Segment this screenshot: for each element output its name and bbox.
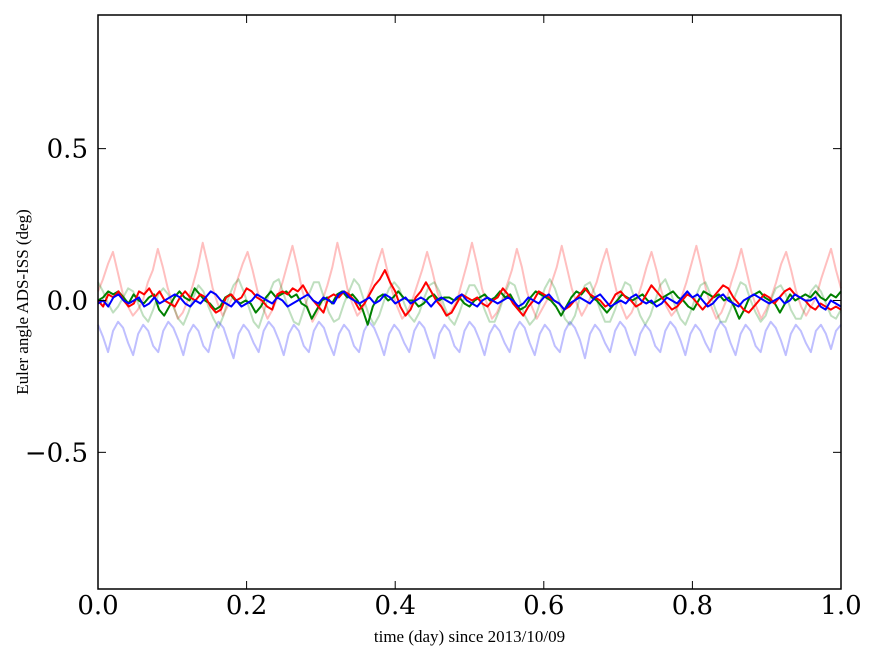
x-axis-label: time (day) since 2013/10/09 [374,627,565,646]
y-tick-label-0: −0.5 [25,438,88,468]
x-tick-label-2: 0.4 [375,591,416,621]
series-line-1 [97,278,842,329]
series-line-4 [97,269,842,317]
series-line-3 [97,287,842,326]
y-axis-label: Euler angle ADS-ISS (deg) [13,209,32,395]
series-line-2 [97,320,842,360]
series-layer [97,241,842,360]
x-tick-label-3: 0.6 [523,591,564,621]
tick-label-layer: 0.0 0.2 0.4 0.6 0.8 1.0 −0.5 0.0 0.5 [25,135,862,621]
y-tick-label-1: 0.0 [47,286,88,316]
x-tick-label-5: 1.0 [820,591,861,621]
tick-layer [97,15,842,589]
y-tick-label-2: 0.5 [47,135,88,165]
x-tick-label-4: 0.8 [672,591,713,621]
x-tick-label-0: 0.0 [77,591,118,621]
x-tick-label-1: 0.2 [226,591,267,621]
plot-frame [97,14,842,590]
series-line-5 [97,290,842,311]
series-line-0 [97,241,842,323]
